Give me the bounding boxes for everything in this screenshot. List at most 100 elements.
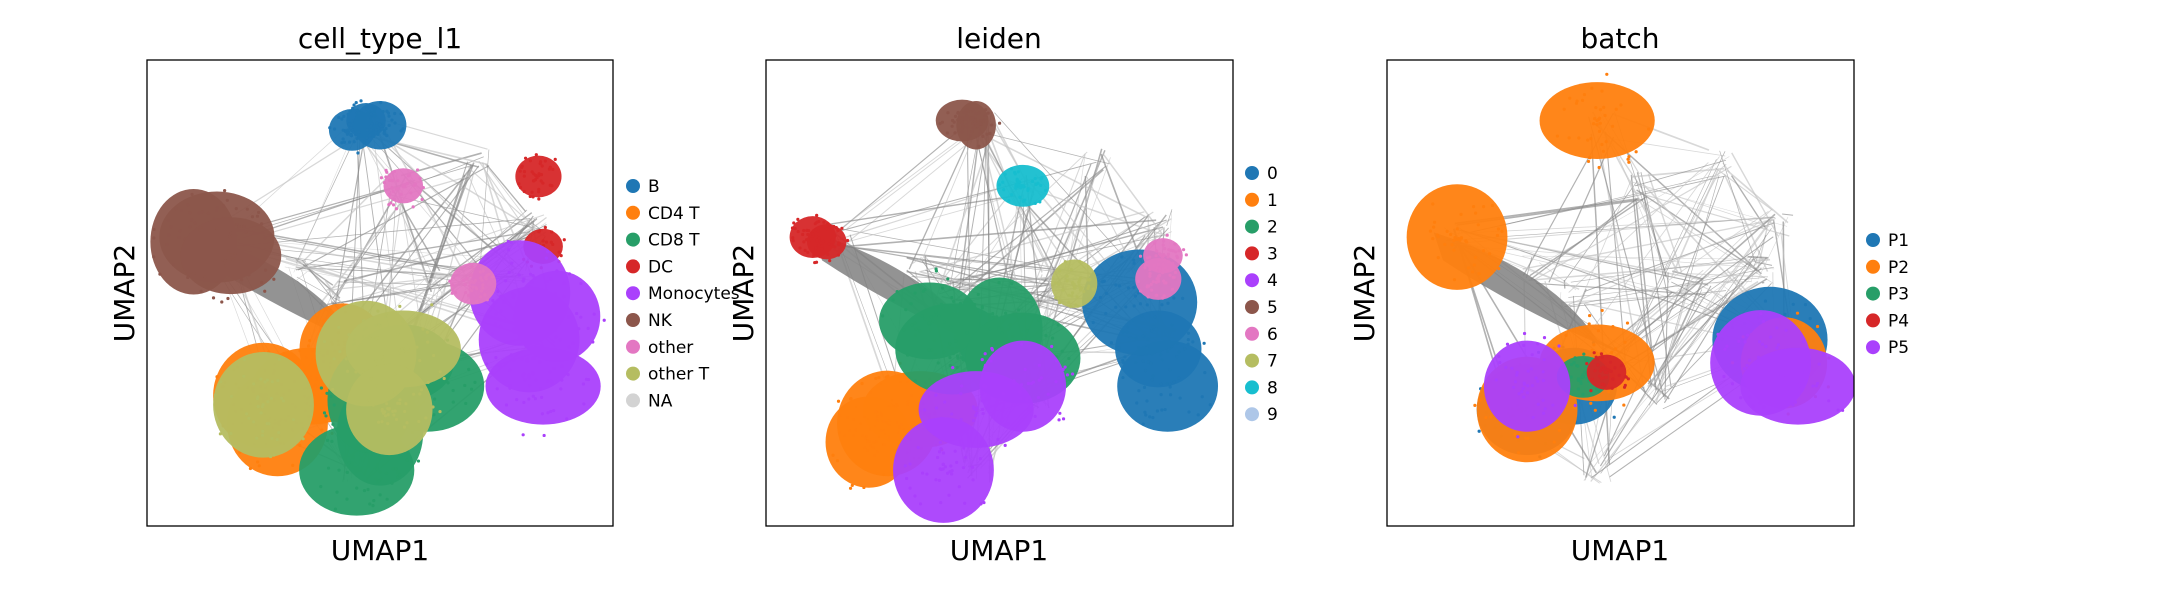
- cell-dot: [1590, 86, 1594, 90]
- cell-dot: [1590, 348, 1594, 352]
- cell-dot: [346, 128, 350, 132]
- cell-dot: [552, 408, 556, 413]
- cell-dot: [1497, 267, 1501, 271]
- cell-dot: [1583, 370, 1587, 374]
- cell-dot: [1542, 335, 1547, 340]
- cell-dot: [557, 250, 561, 254]
- cell-dot: [522, 400, 526, 405]
- cell-dot: [392, 413, 396, 417]
- cell-dot: [1162, 294, 1166, 298]
- cell-dot: [1046, 392, 1050, 396]
- cell-dot: [1797, 383, 1802, 388]
- cell-dot: [957, 485, 961, 489]
- cell-dot: [391, 409, 395, 413]
- cell-dot: [938, 440, 942, 445]
- paga-edge: [1664, 272, 1669, 400]
- cell-dot: [1647, 127, 1651, 131]
- cell-dot: [1069, 268, 1073, 272]
- cell-dot: [1562, 107, 1566, 111]
- cell-dot: [953, 449, 957, 453]
- cell-dot: [1151, 415, 1155, 420]
- cell-dot: [261, 403, 265, 407]
- cell-dot: [1611, 124, 1615, 128]
- legend-label: 8: [1267, 378, 1278, 398]
- paga-edge: [370, 125, 514, 273]
- cell-dot: [373, 323, 378, 327]
- cell-dot: [814, 228, 818, 232]
- cell-dot: [1455, 227, 1459, 231]
- cell-dot: [1104, 291, 1109, 296]
- cell-dot: [806, 232, 810, 237]
- legend-label: 1: [1267, 191, 1278, 211]
- cell-dot: [393, 390, 397, 395]
- cell-dot: [366, 116, 370, 121]
- cell-dot: [338, 349, 342, 354]
- cell-dot: [836, 228, 840, 232]
- cell-dot: [1160, 408, 1164, 412]
- legend-label: CD8 T: [648, 231, 700, 251]
- cell-dot: [392, 197, 396, 202]
- cell-dot: [248, 466, 253, 471]
- cell-dot: [1060, 349, 1064, 353]
- cell-dot: [537, 174, 541, 178]
- paga-edge: [1530, 198, 1638, 280]
- cell-dot: [1470, 270, 1475, 274]
- cell-dot: [812, 253, 816, 257]
- cell-dot: [1072, 282, 1076, 286]
- cell-dot: [534, 378, 538, 382]
- paga-edge: [837, 161, 1097, 232]
- cell-dot: [255, 258, 259, 262]
- cell-dot: [1061, 417, 1066, 421]
- legend-marker: [626, 339, 640, 354]
- cell-dot: [401, 349, 406, 353]
- cell-dot: [551, 167, 555, 171]
- paga-edge: [1636, 197, 1774, 284]
- cell-dot: [1611, 325, 1615, 329]
- cell-dot: [263, 380, 267, 384]
- cell-dot: [362, 140, 366, 144]
- paga-edge: [343, 236, 531, 282]
- cell-dot: [960, 117, 965, 121]
- cell-dot: [1037, 363, 1041, 367]
- cell-dot: [399, 192, 403, 196]
- cell-dot: [506, 248, 511, 252]
- cell-dot: [365, 107, 369, 111]
- cell-dot: [1128, 336, 1133, 340]
- cell-dot: [836, 253, 840, 257]
- cell-dot: [229, 431, 233, 436]
- cell-dot: [245, 207, 249, 211]
- cell-dot: [827, 242, 831, 246]
- cell-dot: [342, 140, 346, 144]
- legend-label: CD4 T: [648, 204, 700, 224]
- cell-dot: [1145, 256, 1150, 260]
- cell-dot: [406, 341, 410, 345]
- cell-dot: [1525, 391, 1530, 395]
- point-0: [1117, 340, 1219, 432]
- cell-dot: [1592, 351, 1596, 355]
- y-axis-label: UMAP2: [108, 244, 141, 343]
- cell-dot: [541, 181, 545, 185]
- cell-dot: [1033, 176, 1037, 181]
- cell-dot: [1153, 241, 1157, 245]
- cell-dot: [1585, 362, 1589, 366]
- cell-dot: [272, 277, 276, 281]
- cell-dot: [391, 203, 396, 207]
- cell-dot: [602, 318, 606, 322]
- cell-dot: [402, 425, 406, 429]
- cell-dot: [425, 330, 429, 334]
- legend-marker: [1245, 326, 1259, 341]
- paga-edge: [1675, 274, 1710, 296]
- cell-dot: [1087, 284, 1091, 288]
- cell-dot: [388, 192, 392, 197]
- cell-dot: [268, 454, 273, 459]
- cell-dot: [1592, 117, 1597, 121]
- cell-dot: [869, 391, 873, 395]
- cell-dot: [1141, 422, 1145, 426]
- paga-edge: [1612, 213, 1776, 359]
- cell-dot: [319, 386, 323, 390]
- plot-frame: [765, 59, 1234, 527]
- cell-dot: [530, 371, 535, 375]
- cell-dot: [560, 378, 564, 382]
- cell-dot: [335, 490, 339, 494]
